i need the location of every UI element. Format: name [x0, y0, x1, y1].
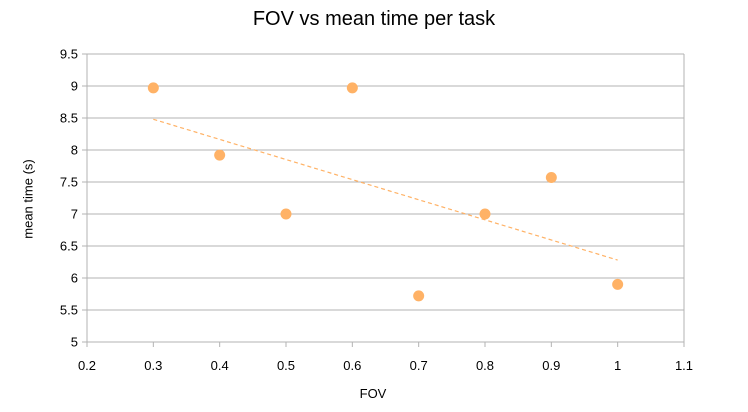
data-point	[413, 290, 425, 302]
data-point	[479, 208, 491, 220]
y-tick-label: 9	[71, 79, 78, 94]
x-tick-label: 0.8	[476, 358, 494, 373]
x-tick-label: 0.3	[144, 358, 162, 373]
y-tick-label: 5	[71, 335, 78, 350]
x-tick-label: 1	[614, 358, 621, 373]
y-tick-label: 8	[71, 143, 78, 158]
data-point	[346, 82, 358, 94]
data-point	[147, 82, 159, 94]
x-tick-label: 0.7	[410, 358, 428, 373]
x-tick-label: 0.9	[542, 358, 560, 373]
y-tick-label: 5.5	[60, 303, 78, 318]
data-point	[214, 149, 226, 161]
data-point	[545, 172, 557, 184]
y-tick-label: 9.5	[60, 47, 78, 62]
data-point	[280, 208, 292, 220]
x-tick-label: 0.2	[78, 358, 96, 373]
x-tick-label: 0.6	[343, 358, 361, 373]
y-tick-label: 7	[71, 207, 78, 222]
trendline	[153, 118, 618, 261]
y-tick-label: 6.5	[60, 239, 78, 254]
x-tick-label: 0.5	[277, 358, 295, 373]
y-tick-label: 7.5	[60, 175, 78, 190]
data-point	[612, 278, 624, 290]
chart-title: FOV vs mean time per task	[252, 8, 496, 30]
y-tick-label: 6	[71, 271, 78, 286]
x-tick-label: 1.1	[675, 358, 693, 373]
x-axis-title-text: FOV	[359, 386, 387, 401]
y-tick-label: 8.5	[60, 111, 78, 126]
x-tick-label: 0.4	[211, 358, 229, 373]
